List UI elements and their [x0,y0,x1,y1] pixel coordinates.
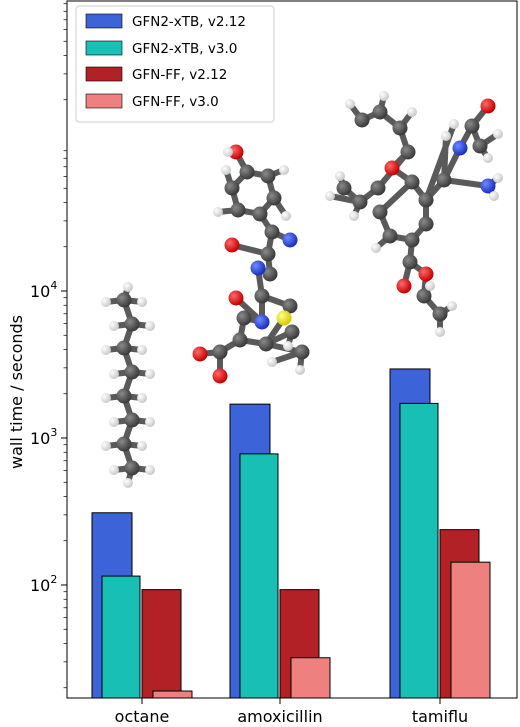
x-axis: octane amoxicillin tamiflu [115,707,468,726]
bar-octane-series-3 [152,690,193,699]
legend-swatch-gfnff-v212 [85,66,123,82]
legend-label-gfn2-v212: GFN2-xTB, v2.12 [132,14,246,30]
bar-tamiflu-series-1 [399,402,439,699]
bars [91,368,491,699]
amoxicillin-molecule-image [192,144,310,384]
y-tick-label-1: 103 [30,426,57,448]
category-label-octane: octane [115,707,170,726]
octane-molecule-image [101,282,155,488]
legend-label-gfnff-v30: GFN-FF, v3.0 [132,94,219,110]
category-label-tamiflu: tamiflu [412,707,468,726]
category-label-amoxicillin: amoxicillin [237,707,322,726]
legend: GFN2-xTB, v2.12 GFN2-xTB, v3.0 GFN-FF, v… [75,5,275,123]
bar-octane-series-2 [141,589,182,699]
y-tick-label-2: 104 [30,279,57,301]
y-axis: 102 103 104 [30,3,441,704]
bar-tamiflu-series-3 [450,561,491,699]
bar-octane-series-1 [101,575,141,699]
legend-swatch-gfn2-v212 [85,13,123,29]
legend-swatch-gfn2-v30 [85,40,123,56]
legend-box [75,5,275,123]
bar-amoxicillin-series-1 [239,453,279,699]
tamiflu-molecule-image [325,91,503,337]
legend-label-gfnff-v212: GFN-FF, v2.12 [132,67,227,83]
legend-swatch-gfnff-v30 [85,93,123,109]
legend-label-gfn2-v30: GFN2-xTB, v3.0 [132,41,237,57]
molecule-images [101,91,503,488]
bar-amoxicillin-series-3 [290,657,331,699]
y-axis-label: wall time / seconds [7,315,26,469]
y-tick-label-0: 102 [30,573,57,595]
